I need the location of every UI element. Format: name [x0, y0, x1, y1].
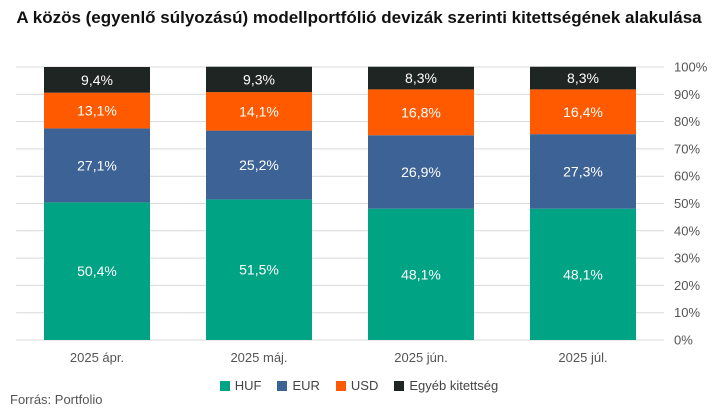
- bar-segment: [368, 208, 474, 340]
- y-tick-label: 10%: [674, 305, 700, 320]
- x-tick-label: 2025 jún.: [394, 350, 448, 365]
- data-label: 25,2%: [239, 157, 279, 173]
- data-label: 27,1%: [77, 157, 117, 173]
- bar-segment: [530, 134, 636, 209]
- data-label: 16,4%: [563, 104, 603, 120]
- data-label: 13,1%: [77, 103, 117, 119]
- legend-swatch: [277, 380, 288, 391]
- data-label: 27,3%: [563, 163, 603, 179]
- data-label: 8,3%: [567, 70, 599, 86]
- y-tick-label: 90%: [674, 87, 700, 102]
- legend-label: Egyéb kitettség: [409, 378, 499, 393]
- legend-item: EUR: [277, 378, 320, 393]
- legend-label: EUR: [292, 378, 320, 393]
- bar-segment: [44, 67, 150, 93]
- data-label: 9,3%: [243, 71, 275, 87]
- x-tick-label: 2025 júl.: [558, 350, 607, 365]
- bar-segment: [368, 135, 474, 209]
- y-tick-label: 70%: [674, 141, 700, 156]
- bar-segment: [530, 89, 636, 135]
- source-note: Forrás: Portfolio: [10, 392, 103, 407]
- data-label: 48,1%: [563, 266, 603, 282]
- y-tick-label: 50%: [674, 196, 700, 211]
- legend-swatch: [219, 380, 230, 391]
- data-label: 50,4%: [77, 263, 117, 279]
- bar-segment: [206, 130, 312, 200]
- x-tick-label: 2025 ápr.: [70, 350, 124, 365]
- bar-segment: [368, 89, 474, 136]
- chart-title: A közös (egyenlő súlyozású) modellportfó…: [16, 8, 702, 27]
- bar-segment: [206, 199, 312, 340]
- bar-segment: [206, 92, 312, 131]
- y-tick-label: 30%: [674, 251, 700, 266]
- legend-swatch: [394, 380, 405, 391]
- bar-segment: [44, 92, 150, 129]
- y-tick-label: 0%: [674, 333, 693, 348]
- data-label: 8,3%: [405, 70, 437, 86]
- y-tick-label: 60%: [674, 169, 700, 184]
- legend-item: USD: [335, 378, 379, 393]
- bar-segment: [44, 202, 150, 340]
- bar-segment: [206, 66, 312, 93]
- y-tick-label: 40%: [674, 223, 700, 238]
- legend-label: HUF: [234, 378, 262, 393]
- legend-label: USD: [350, 378, 379, 393]
- data-label: 26,9%: [401, 164, 441, 180]
- bar-segment: [530, 208, 636, 340]
- data-label: 51,5%: [239, 262, 279, 278]
- x-tick-label: 2025 máj.: [230, 350, 287, 365]
- y-tick-label: 100%: [674, 60, 708, 75]
- legend: HUF EUR USD Egyéb kitettség: [0, 378, 718, 393]
- y-tick-label: 20%: [674, 278, 700, 293]
- bar-segment: [44, 128, 150, 203]
- legend-swatch: [335, 380, 346, 391]
- data-label: 9,4%: [81, 72, 113, 88]
- legend-item: Egyéb kitettség: [394, 378, 498, 393]
- data-label: 14,1%: [239, 103, 279, 119]
- y-tick-label: 80%: [674, 114, 700, 129]
- bar-segment: [368, 66, 474, 90]
- bar-segment: [530, 66, 636, 90]
- data-label: 16,8%: [401, 104, 441, 120]
- legend-item: HUF: [219, 378, 262, 393]
- data-label: 48,1%: [401, 266, 441, 282]
